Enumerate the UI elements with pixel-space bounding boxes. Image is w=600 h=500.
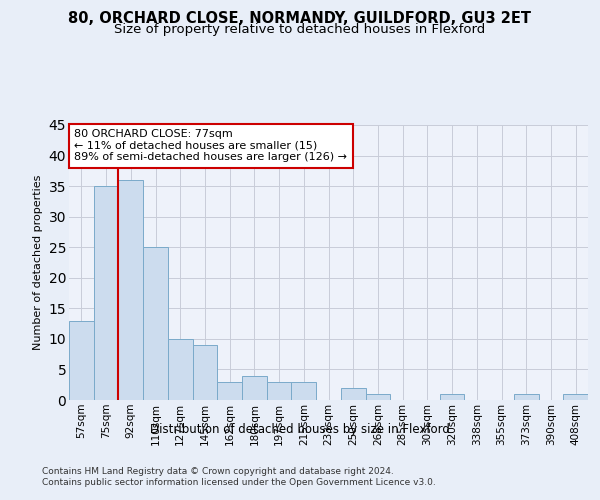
Y-axis label: Number of detached properties: Number of detached properties (33, 175, 43, 350)
Text: Distribution of detached houses by size in Flexford: Distribution of detached houses by size … (150, 422, 450, 436)
Bar (292, 382, 316, 400)
Bar (267, 382, 292, 400)
Bar (143, 247, 168, 400)
Bar (242, 376, 267, 400)
Bar (118, 180, 143, 400)
Bar (563, 394, 588, 400)
Bar (341, 388, 365, 400)
Bar (94, 186, 118, 400)
Bar (217, 382, 242, 400)
Bar (514, 394, 539, 400)
Bar (440, 394, 464, 400)
Text: 80, ORCHARD CLOSE, NORMANDY, GUILDFORD, GU3 2ET: 80, ORCHARD CLOSE, NORMANDY, GUILDFORD, … (68, 11, 532, 26)
Bar (365, 394, 390, 400)
Bar (193, 345, 217, 400)
Bar (69, 320, 94, 400)
Text: 80 ORCHARD CLOSE: 77sqm
← 11% of detached houses are smaller (15)
89% of semi-de: 80 ORCHARD CLOSE: 77sqm ← 11% of detache… (74, 129, 347, 162)
Text: Size of property relative to detached houses in Flexford: Size of property relative to detached ho… (115, 22, 485, 36)
Text: Contains HM Land Registry data © Crown copyright and database right 2024.
Contai: Contains HM Land Registry data © Crown c… (42, 468, 436, 487)
Bar (168, 339, 193, 400)
